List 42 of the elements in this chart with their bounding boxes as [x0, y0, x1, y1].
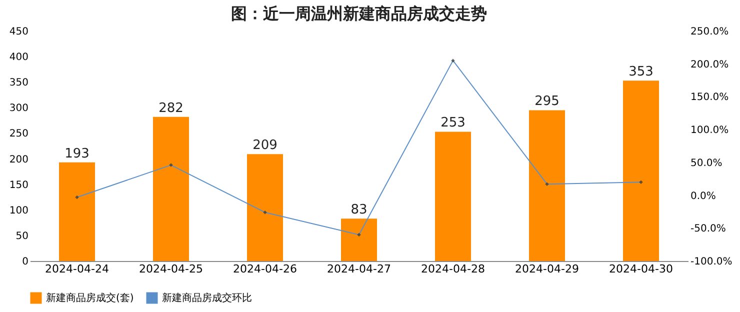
data-label: 253: [440, 116, 466, 131]
x-tick-label: 2024-04-26: [233, 262, 297, 276]
data-label: 295: [534, 94, 560, 110]
legend-label: 新建商品房成交(套): [46, 292, 134, 304]
bar: [153, 116, 189, 261]
data-label: 83: [350, 202, 368, 218]
bar: [59, 162, 95, 261]
y-tick-label: 300: [9, 103, 28, 114]
x-tick-label: 2024-04-24: [45, 262, 109, 276]
y2-tick-label: 150.0%: [690, 92, 729, 104]
y-tick-label: 350: [9, 78, 28, 89]
y-tick-label: 250: [9, 128, 28, 140]
y2-tick-label: -50.0%: [690, 224, 726, 235]
y2-tick-label: -100.0%: [690, 256, 732, 268]
data-label: 209: [252, 138, 278, 154]
y2-tick-label: 0.0%: [690, 190, 716, 202]
y2-tick-label: 250.0%: [690, 26, 729, 38]
bar: [623, 80, 659, 261]
y2-tick-label: 200.0%: [690, 59, 729, 70]
chart-title: 图：近一周温州新建商品房成交走势: [231, 4, 487, 23]
y-tick-label: 50: [16, 230, 28, 242]
y-tick-label: 100: [9, 205, 28, 216]
bar: [435, 132, 471, 261]
y-tick-label: 450: [9, 26, 28, 38]
bar: [247, 154, 283, 261]
y-tick-label: 0: [22, 256, 28, 268]
y-tick-label: 150: [9, 180, 28, 191]
x-tick-label: 2024-04-28: [421, 262, 485, 276]
x-tick-label: 2024-04-29: [515, 262, 579, 276]
x-tick-label: 2024-04-30: [609, 262, 673, 276]
y-tick-label: 400: [9, 52, 28, 64]
data-label: 353: [628, 64, 654, 80]
data-label: 282: [158, 100, 184, 116]
y-tick-label: 200: [9, 154, 28, 166]
y2-tick-label: 50.0%: [690, 158, 722, 169]
x-tick-label: 2024-04-27: [327, 262, 391, 276]
legend-label: 新建商品房成交环比: [162, 292, 252, 304]
bar: [341, 218, 377, 261]
x-tick-label: 2024-04-25: [139, 262, 203, 276]
data-label: 193: [64, 146, 90, 162]
bar: [529, 110, 565, 261]
y2-tick-label: 100.0%: [690, 125, 729, 136]
